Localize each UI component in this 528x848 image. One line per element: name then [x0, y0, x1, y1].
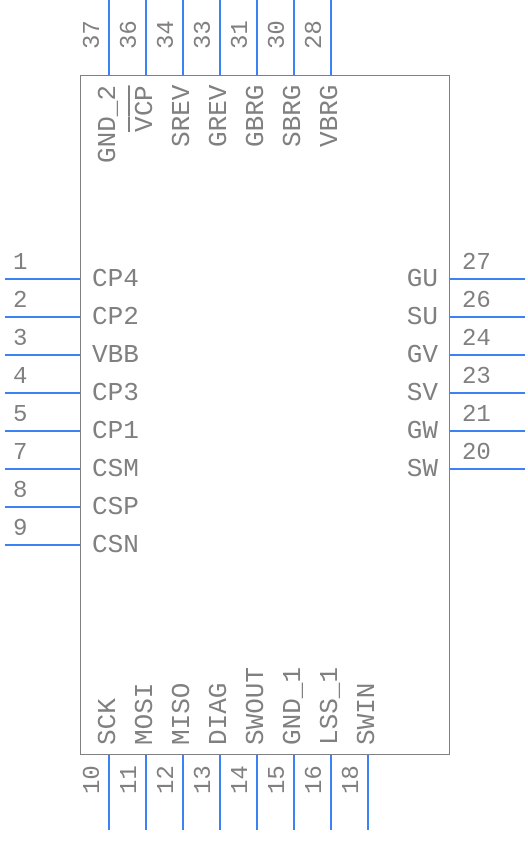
pin-line-right-23 — [450, 392, 525, 394]
pin-label-GND_1: GND_1 — [278, 615, 308, 745]
pin-number-9: 9 — [13, 516, 27, 543]
pin-line-bottom-18 — [367, 755, 369, 830]
pin-line-left-1 — [5, 278, 80, 280]
pin-label-GW: GW — [407, 416, 438, 446]
pin-label-MISO: MISO — [167, 615, 197, 745]
pin-label-CP1: CP1 — [92, 416, 139, 446]
pin-number-26: 26 — [462, 288, 491, 315]
pin-number-11: 11 — [117, 765, 144, 825]
pin-label-LSS_1: LSS_1 — [315, 615, 345, 745]
pin-line-bottom-16 — [330, 755, 332, 830]
pin-label-CP2: CP2 — [92, 302, 139, 332]
pin-line-left-2 — [5, 316, 80, 318]
pin-label-GV: GV — [407, 340, 438, 370]
pin-label-SBRG: SBRG — [278, 85, 308, 215]
pin-number-1: 1 — [13, 250, 27, 277]
pin-line-top-34 — [182, 0, 184, 75]
pin-line-top-33 — [219, 0, 221, 75]
pin-label-CP3: CP3 — [92, 378, 139, 408]
pin-line-bottom-11 — [145, 755, 147, 830]
pin-label-VBB: VBB — [92, 340, 139, 370]
pin-label-GBRG: GBRG — [241, 85, 271, 215]
pin-line-bottom-14 — [256, 755, 258, 830]
pin-number-16: 16 — [302, 765, 329, 825]
pin-number-27: 27 — [462, 250, 491, 277]
pin-line-left-7 — [5, 468, 80, 470]
pin-line-top-37 — [108, 0, 110, 75]
pin-label-GU: GU — [407, 264, 438, 294]
pin-label-SWOUT: SWOUT — [241, 615, 271, 745]
pin-line-right-21 — [450, 430, 525, 432]
pin-number-5: 5 — [13, 402, 27, 429]
pin-number-15: 15 — [265, 765, 292, 825]
pin-number-3: 3 — [13, 326, 27, 353]
pin-number-10: 10 — [80, 765, 107, 825]
pin-number-30: 30 — [265, 5, 292, 65]
pin-label-SV: SV — [407, 378, 438, 408]
pin-number-37: 37 — [80, 5, 107, 65]
pin-number-21: 21 — [462, 402, 491, 429]
pin-number-24: 24 — [462, 326, 491, 353]
pin-number-2: 2 — [13, 288, 27, 315]
pin-label-SU: SU — [407, 302, 438, 332]
pin-label-VBRG: VBRG — [315, 85, 345, 215]
pin-number-13: 13 — [191, 765, 218, 825]
pin-label-GND_2: GND_2 — [93, 85, 123, 215]
pin-line-top-30 — [293, 0, 295, 75]
pin-number-14: 14 — [228, 765, 255, 825]
pin-label-SW: SW — [407, 454, 438, 484]
pin-line-left-4 — [5, 392, 80, 394]
pin-number-20: 20 — [462, 440, 491, 467]
pin-line-left-9 — [5, 544, 80, 546]
pin-line-bottom-15 — [293, 755, 295, 830]
pin-line-bottom-10 — [108, 755, 110, 830]
pin-line-left-8 — [5, 506, 80, 508]
pin-number-12: 12 — [154, 765, 181, 825]
pin-label-SWIN: SWIN — [352, 615, 382, 745]
pin-line-top-28 — [330, 0, 332, 75]
pin-line-right-24 — [450, 354, 525, 356]
pin-label-VCP: VCP — [130, 85, 160, 215]
pin-line-left-5 — [5, 430, 80, 432]
pin-number-7: 7 — [13, 440, 27, 467]
pin-number-34: 34 — [154, 5, 181, 65]
pin-label-CSP: CSP — [92, 492, 139, 522]
pin-number-8: 8 — [13, 478, 27, 505]
pin-label-MOSI: MOSI — [130, 615, 160, 745]
pin-number-31: 31 — [228, 5, 255, 65]
pin-line-right-20 — [450, 468, 525, 470]
pin-line-top-31 — [256, 0, 258, 75]
pin-line-top-36 — [145, 0, 147, 75]
pin-label-DIAG: DIAG — [204, 615, 234, 745]
pin-number-36: 36 — [117, 5, 144, 65]
pin-line-left-3 — [5, 354, 80, 356]
pin-line-bottom-13 — [219, 755, 221, 830]
pin-line-bottom-12 — [182, 755, 184, 830]
pin-number-33: 33 — [191, 5, 218, 65]
pin-line-right-26 — [450, 316, 525, 318]
pin-number-4: 4 — [13, 364, 27, 391]
pin-number-28: 28 — [302, 5, 329, 65]
pin-label-GREV: GREV — [204, 85, 234, 215]
pin-label-CSN: CSN — [92, 530, 139, 560]
pin-label-CP4: CP4 — [92, 264, 139, 294]
pin-line-right-27 — [450, 278, 525, 280]
pin-label-SCK: SCK — [93, 615, 123, 745]
pin-number-18: 18 — [339, 765, 366, 825]
pin-label-SREV: SREV — [167, 85, 197, 215]
pin-label-CSM: CSM — [92, 454, 139, 484]
pin-number-23: 23 — [462, 364, 491, 391]
